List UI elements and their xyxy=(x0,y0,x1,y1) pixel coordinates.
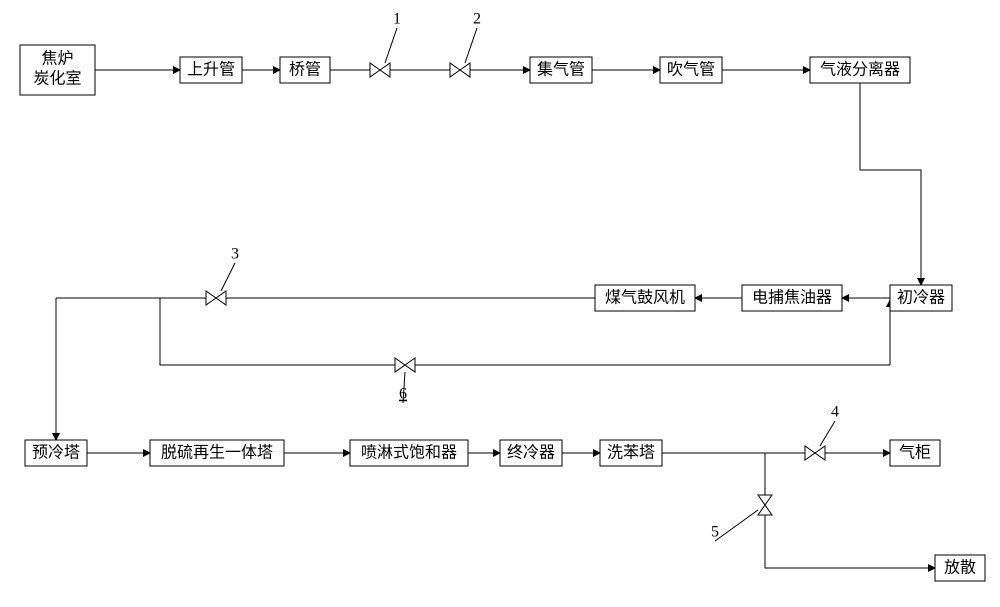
node-tar_precipitator: 电捕焦油器 xyxy=(742,285,842,311)
node-blow_pipe: 吹气管 xyxy=(660,57,722,83)
svg-text:电捕焦油器: 电捕焦油器 xyxy=(752,289,832,307)
valve-label-v1: 1 xyxy=(393,11,401,28)
node-spray_saturator: 喷淋式饱和器 xyxy=(350,440,468,466)
node-precooling_tower: 预冷塔 xyxy=(25,440,87,466)
valve-v6 xyxy=(395,358,415,372)
svg-text:洗苯塔: 洗苯塔 xyxy=(607,444,655,462)
edge xyxy=(765,515,935,568)
leader-v3 xyxy=(221,263,235,291)
edge xyxy=(160,298,395,365)
svg-text:终冷器: 终冷器 xyxy=(507,444,555,462)
valve-label-v2: 2 xyxy=(473,11,481,28)
svg-text:脱硫再生一体塔: 脱硫再生一体塔 xyxy=(161,444,273,462)
edge xyxy=(860,83,921,285)
svg-text:吹气管: 吹气管 xyxy=(667,61,715,79)
svg-text:预冷塔: 预冷塔 xyxy=(32,444,80,462)
svg-text:喷淋式饱和器: 喷淋式饱和器 xyxy=(361,444,457,462)
leader-v2 xyxy=(465,28,477,63)
node-primary_cooler: 初冷器 xyxy=(890,285,952,311)
valve-label-v5: 5 xyxy=(711,524,719,541)
leader-v1 xyxy=(385,28,397,63)
valve-label-v4: 4 xyxy=(831,404,839,421)
node-release: 放散 xyxy=(935,555,985,581)
svg-text:气柜: 气柜 xyxy=(899,444,931,462)
node-final_cooler: 终冷器 xyxy=(500,440,562,466)
node-benzene_washer: 洗苯塔 xyxy=(600,440,662,466)
leader-v4 xyxy=(820,421,835,446)
leader-v5 xyxy=(715,510,758,541)
valve-label-v3: 3 xyxy=(231,246,239,263)
svg-text:桥管: 桥管 xyxy=(289,61,321,79)
node-gas_collector: 集气管 xyxy=(530,57,592,83)
node-gas_liquid_sep: 气液分离器 xyxy=(810,57,910,83)
svg-text:气液分离器: 气液分离器 xyxy=(820,61,900,79)
node-coke_oven: 焦炉炭化室 xyxy=(20,45,95,95)
node-gas_blower: 煤气鼓风机 xyxy=(595,285,695,311)
valve-v2 xyxy=(450,63,470,77)
process-flow-diagram: 焦炉炭化室 上升管 桥管 集气管 吹气管 气液分离器初冷器 电捕焦油器 煤气鼓风机预冷塔 脱硫再… xyxy=(0,0,1000,607)
svg-text:放散: 放散 xyxy=(944,559,976,577)
valve-label-v6: 6 xyxy=(399,386,407,403)
node-bridge_pipe: 桥管 xyxy=(280,57,330,83)
svg-text:集气管: 集气管 xyxy=(537,61,585,79)
node-riser_pipe: 上升管 xyxy=(180,57,242,83)
svg-text:焦炉: 焦炉 xyxy=(41,50,73,68)
svg-text:炭化室: 炭化室 xyxy=(33,70,81,88)
node-desulf_regen: 脱硫再生一体塔 xyxy=(150,440,284,466)
valve-v5 xyxy=(758,495,772,515)
svg-text:煤气鼓风机: 煤气鼓风机 xyxy=(605,289,685,307)
valve-v4 xyxy=(805,446,825,460)
svg-text:上升管: 上升管 xyxy=(187,61,235,79)
valve-v3 xyxy=(206,291,226,305)
valve-v1 xyxy=(370,63,390,77)
node-gas_holder: 气柜 xyxy=(890,440,940,466)
svg-text:初冷器: 初冷器 xyxy=(897,289,945,307)
